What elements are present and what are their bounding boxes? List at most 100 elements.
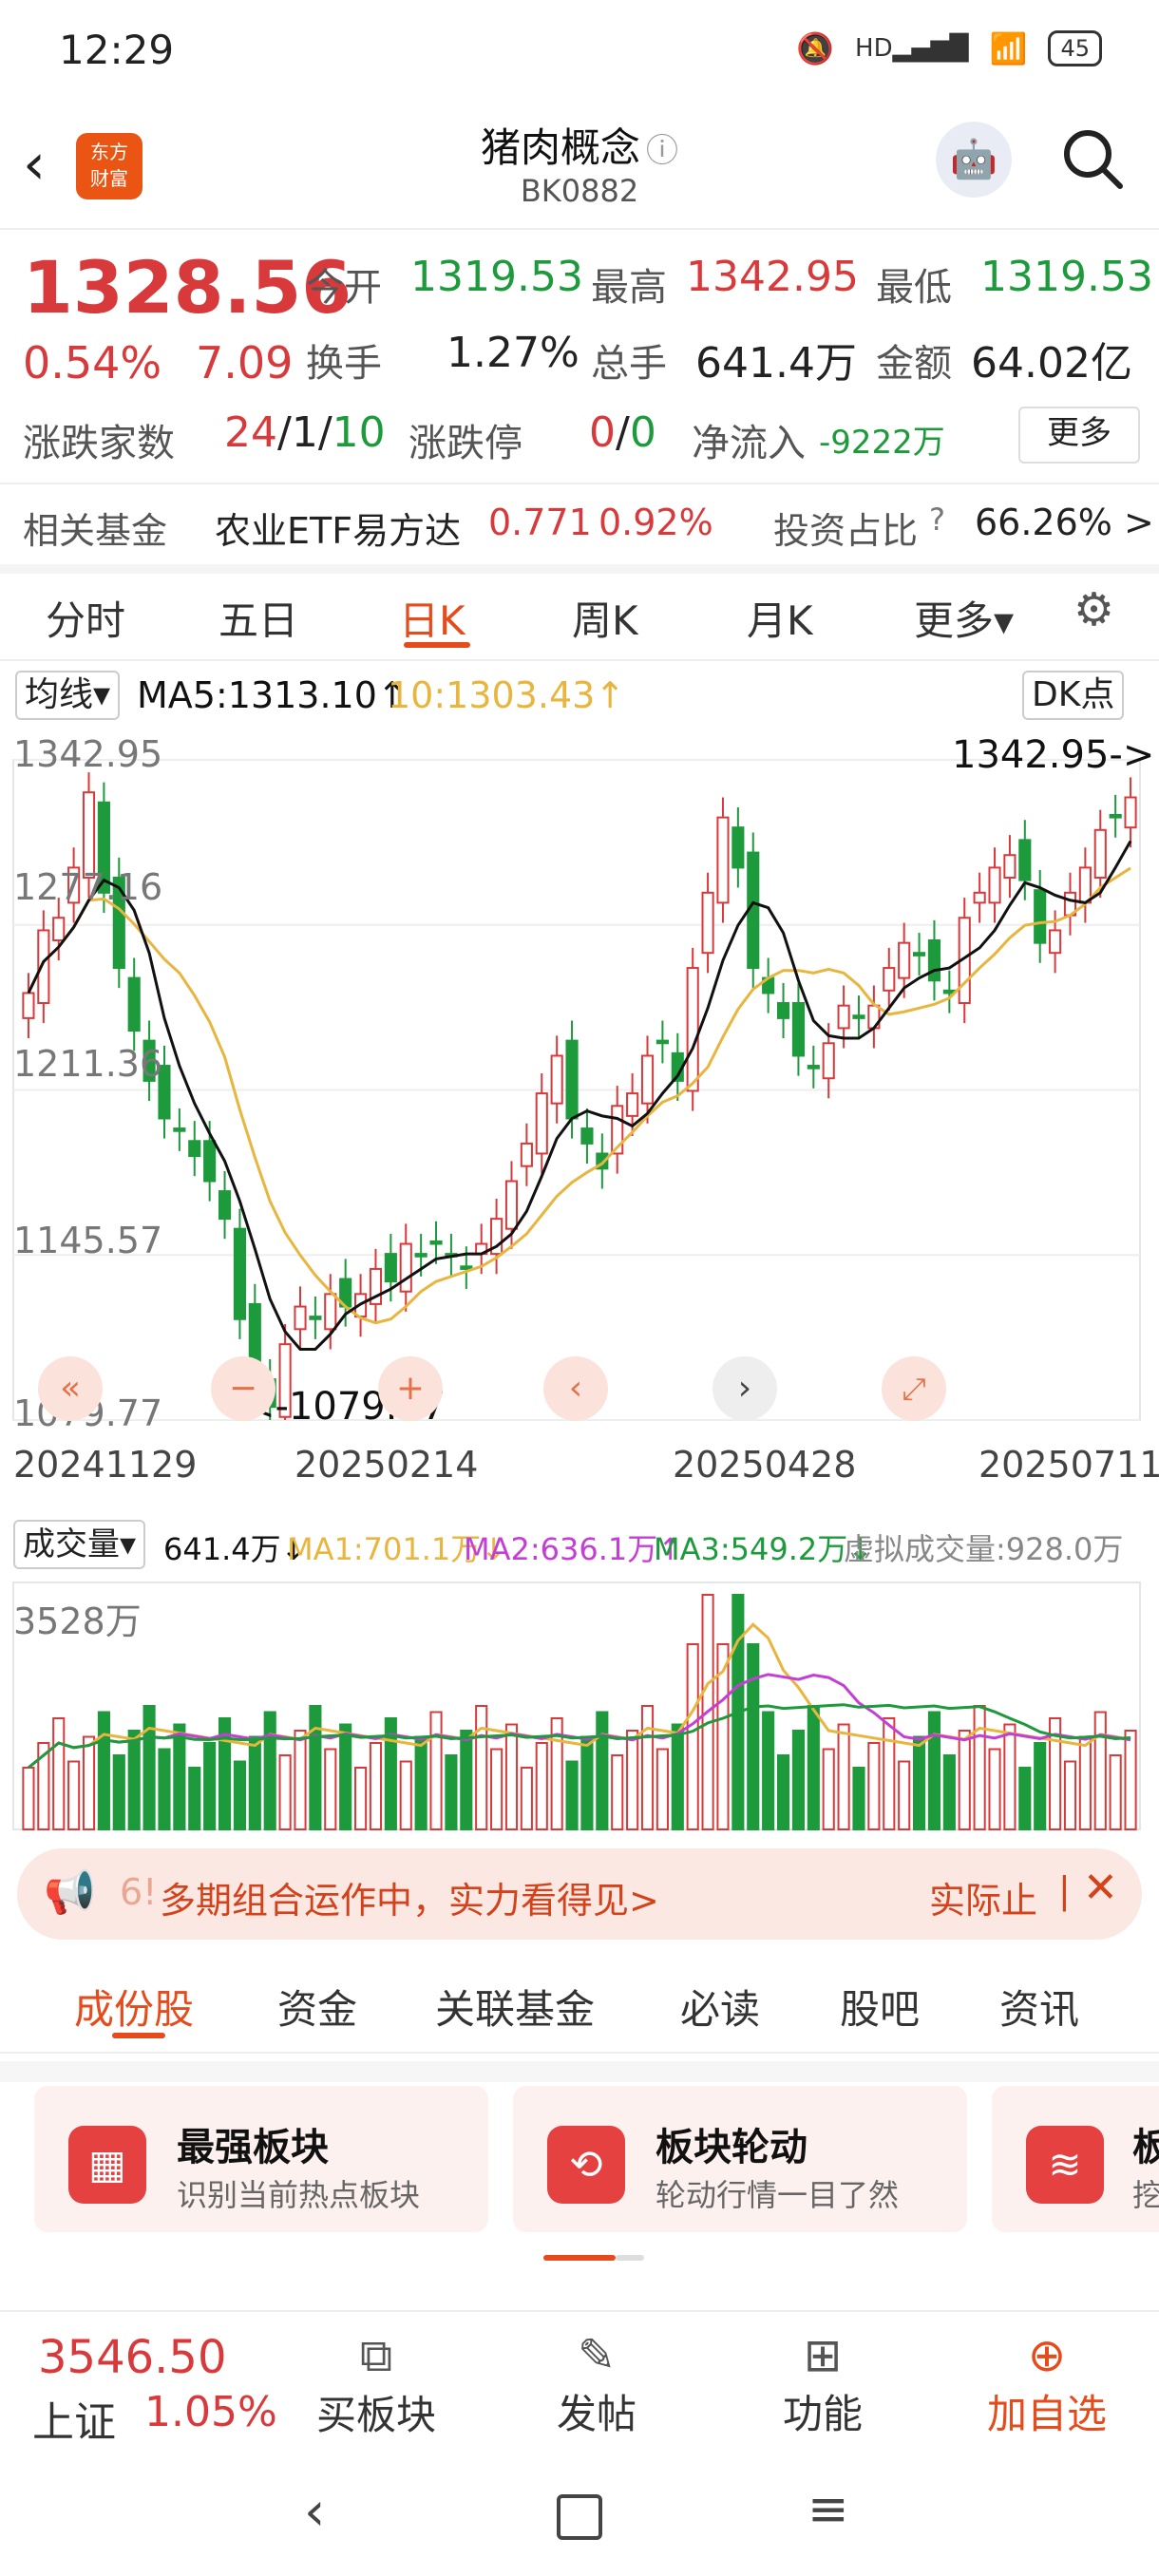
- volume-bar: [490, 1748, 504, 1830]
- gear-icon[interactable]: ⚙: [1074, 583, 1115, 636]
- back-icon[interactable]: ‹: [23, 131, 46, 198]
- volume-bar: [324, 1748, 337, 1830]
- volume-bar: [837, 1723, 850, 1830]
- nav-home-icon[interactable]: [557, 2494, 602, 2540]
- limit-up: 0: [589, 408, 616, 457]
- tab-constituents[interactable]: 成份股: [74, 1986, 195, 2033]
- netflow-label: 净流入: [692, 422, 806, 465]
- search-icon[interactable]: [1059, 125, 1126, 192]
- candle-body: [776, 1002, 790, 1019]
- ratio-text: 66.26%: [975, 502, 1112, 543]
- close-icon[interactable]: ✕: [1083, 1864, 1118, 1912]
- advdec-label: 涨跌家数: [23, 422, 175, 465]
- chevron-right-icon[interactable]: ›: [712, 1356, 777, 1421]
- candle-body: [460, 1265, 473, 1270]
- volume-chart[interactable]: [0, 1573, 1159, 1835]
- fund-name[interactable]: 农业ETF易方达: [215, 510, 462, 552]
- volume-bar: [475, 1705, 488, 1830]
- active-tab-indicator: [404, 642, 470, 648]
- candle-body: [535, 1092, 548, 1155]
- tab-daily-k[interactable]: 日K: [399, 597, 466, 644]
- candle-body: [294, 1305, 307, 1331]
- layers-icon: ≋: [1026, 2126, 1104, 2204]
- more-button[interactable]: 更多: [1018, 407, 1140, 464]
- post-button[interactable]: ✎ 发帖: [521, 2329, 673, 2440]
- candle-body: [791, 1002, 805, 1057]
- tab-weekly-k[interactable]: 周K: [572, 597, 638, 644]
- chevron-left-icon[interactable]: ‹: [543, 1356, 608, 1421]
- volume-bar: [686, 1643, 699, 1830]
- volume-bar: [791, 1730, 805, 1830]
- candle-body: [927, 939, 941, 982]
- card-strongest-board[interactable]: ▦ 最强板块 识别当前热点板块: [34, 2086, 488, 2232]
- volume-bar: [278, 1754, 292, 1830]
- volume-bar: [1109, 1754, 1122, 1830]
- candle-body: [127, 976, 141, 1032]
- tab-intraday[interactable]: 分时: [46, 597, 126, 644]
- volume-bar: [248, 1735, 261, 1830]
- ma-select[interactable]: 均线▾: [15, 671, 121, 720]
- candle-body: [218, 1190, 232, 1221]
- volume-bar: [504, 1723, 519, 1830]
- ratio-value[interactable]: 66.26% >: [975, 502, 1154, 543]
- fullscreen-icon[interactable]: ⤢: [882, 1356, 946, 1421]
- card-board-rotation[interactable]: ⟲ 板块轮动 轮动行情一目了然: [513, 2086, 967, 2232]
- promo-banner[interactable]: 📢 6! 多期组合运作中，实力看得见> 实际止 | ✕: [17, 1848, 1142, 1940]
- info-icon[interactable]: ⓘ: [646, 132, 678, 170]
- limit-label: 涨跌停: [408, 422, 522, 465]
- tab-monthly-k[interactable]: 月K: [747, 597, 813, 644]
- tab-forum[interactable]: 股吧: [840, 1986, 921, 2033]
- functions-button[interactable]: ⊞ 功能: [747, 2329, 899, 2440]
- help-icon[interactable]: ?: [929, 502, 945, 538]
- candle-body: [626, 1092, 639, 1117]
- candle-body: [883, 967, 896, 992]
- candle-body: [716, 816, 730, 904]
- candle-body: [429, 1240, 443, 1245]
- candle-body: [309, 1316, 322, 1320]
- volume-label: 总手: [591, 342, 667, 386]
- nav-back-icon[interactable]: ‹: [304, 2481, 326, 2543]
- volume-bar: [173, 1723, 186, 1830]
- volume-bar: [867, 1742, 881, 1830]
- carousel-indicator-track: [616, 2255, 644, 2261]
- candlestick-chart[interactable]: [0, 722, 1159, 1425]
- rewind-icon[interactable]: «: [38, 1356, 103, 1421]
- banner-text: 多期组合运作中，实力看得见>: [160, 1880, 659, 1922]
- volume-bar: [233, 1760, 246, 1830]
- tab-must-read[interactable]: 必读: [680, 1986, 761, 2033]
- tab-five-day[interactable]: 五日: [218, 597, 299, 644]
- volume-bar: [716, 1643, 730, 1830]
- candle-body: [898, 941, 911, 979]
- volume-bar: [429, 1711, 443, 1830]
- dk-button[interactable]: DK点: [1022, 671, 1125, 720]
- candle-body: [384, 1253, 397, 1283]
- candle-body: [1049, 929, 1062, 955]
- candle-body: [565, 1039, 579, 1120]
- zoom-in-icon[interactable]: +: [378, 1356, 443, 1421]
- index-value[interactable]: 3546.50: [38, 2331, 227, 2384]
- tab-more[interactable]: 更多▾: [914, 597, 1015, 644]
- volume-select[interactable]: 成交量▾: [13, 1520, 146, 1569]
- zoom-out-icon[interactable]: −: [211, 1356, 276, 1421]
- virtual-volume: 虚拟成交量:928.0万: [844, 1531, 1124, 1567]
- assistant-avatar[interactable]: 🤖: [936, 122, 1012, 198]
- volume-bar: [1078, 1735, 1092, 1830]
- tab-funds-flow[interactable]: 资金: [277, 1986, 358, 2033]
- volume-bar: [1034, 1742, 1047, 1830]
- tab-related-funds[interactable]: 关联基金: [435, 1986, 596, 2033]
- add-watchlist-button[interactable]: ⊕ 加自选: [971, 2329, 1123, 2440]
- buy-board-button[interactable]: ⧉ 买板块: [300, 2329, 452, 2441]
- tab-news[interactable]: 资讯: [999, 1986, 1080, 2033]
- candle-body: [203, 1140, 217, 1183]
- card-subtitle: 识别当前热点板块: [177, 2177, 421, 2213]
- nav-menu-icon[interactable]: ≡: [808, 2481, 849, 2538]
- volume-bar: [747, 1643, 760, 1830]
- candle-body: [142, 1039, 156, 1082]
- volume-bar: [1003, 1723, 1016, 1830]
- candle-body: [37, 929, 50, 1005]
- volume-bar: [37, 1742, 50, 1830]
- volume-bar: [22, 1767, 35, 1830]
- card-partial[interactable]: ≋ 板 挖: [992, 2086, 1159, 2232]
- candle-body: [701, 891, 714, 955]
- candle-body: [82, 791, 96, 879]
